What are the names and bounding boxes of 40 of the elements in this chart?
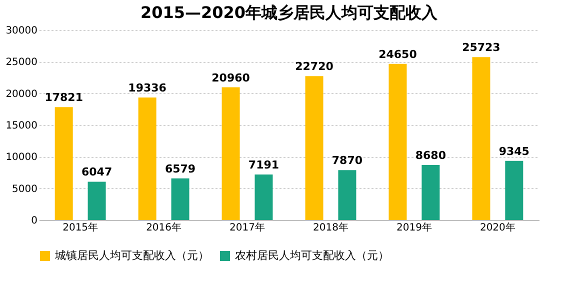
data-label: 24650 <box>378 48 418 61</box>
data-label: 9345 <box>498 144 530 158</box>
data-label: 6579 <box>164 162 196 176</box>
data-label: 19336 <box>128 82 167 95</box>
x-tick-label: 2015年 <box>62 222 98 234</box>
data-label: 8680 <box>415 149 446 162</box>
y-tick-label: 15000 <box>6 120 38 132</box>
bar <box>138 98 156 220</box>
bar <box>472 57 490 220</box>
y-tick-label: 25000 <box>6 57 38 68</box>
x-tick-label: 2018年 <box>313 222 348 234</box>
bar <box>222 87 240 220</box>
bar <box>305 76 324 220</box>
y-tick-label: 20000 <box>6 88 38 100</box>
bar <box>388 64 407 220</box>
data-label: 22720 <box>295 60 334 74</box>
legend-label: 农村居民人均可支配收入（元） <box>235 249 389 262</box>
data-label: 17821 <box>44 91 83 104</box>
data-label: 7191 <box>248 158 280 172</box>
y-tick-label: 5000 <box>12 184 38 195</box>
data-label: 6047 <box>81 166 112 179</box>
bar <box>422 165 440 220</box>
x-tick-label: 2017年 <box>230 222 265 234</box>
y-tick-label: 0 <box>31 216 38 226</box>
bar <box>171 178 190 220</box>
bar <box>254 174 273 220</box>
bar <box>88 182 106 220</box>
data-label: 25723 <box>462 41 500 54</box>
legend-label: 城镇居民人均可支配收入（元） <box>54 249 209 262</box>
data-label: 7870 <box>332 154 363 168</box>
bar <box>338 170 356 220</box>
x-tick-label: 2019年 <box>396 222 432 234</box>
x-tick-label: 2016年 <box>146 222 182 234</box>
x-tick-label: 2020年 <box>480 222 516 234</box>
bar <box>54 107 73 220</box>
data-label: 20960 <box>212 71 250 84</box>
y-tick-label: 10000 <box>6 152 38 164</box>
y-tick-label: 30000 <box>6 26 38 36</box>
bar <box>505 160 524 220</box>
chart-title: 2015—2020年城乡居民人均可支配收入 <box>140 3 439 22</box>
